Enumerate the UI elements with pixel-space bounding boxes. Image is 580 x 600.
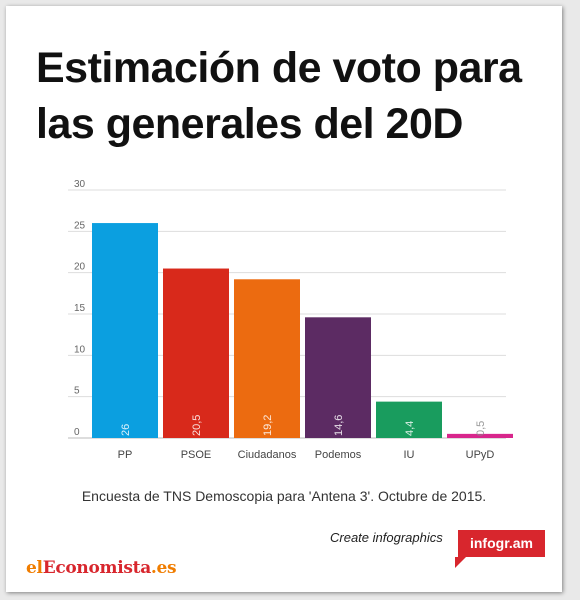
bar-upyd — [447, 433, 513, 438]
page-title: Estimación de voto para las generales de… — [36, 40, 556, 152]
bar-iu — [376, 401, 442, 438]
title-line-1: Estimación de voto para — [36, 44, 522, 92]
title-line-2: las generales del 20D — [36, 100, 463, 148]
bar-pp — [92, 223, 158, 438]
x-tick-label: PP — [118, 449, 133, 461]
y-tick-label: 25 — [74, 220, 86, 231]
data-label: 4,4 — [404, 421, 416, 436]
chart-caption: Encuesta de TNS Demoscopia para 'Antena … — [81, 488, 487, 504]
infographic-card: Estimación de voto para las generales de… — [6, 6, 562, 592]
y-tick-label: 30 — [74, 179, 86, 190]
y-tick-label: 20 — [74, 262, 86, 273]
logo-part-es: .es — [150, 558, 177, 578]
bar-ciudadanos — [234, 279, 300, 438]
y-tick-label: 10 — [74, 344, 86, 355]
x-tick-label: PSOE — [181, 449, 212, 461]
logo-part-el: el — [26, 558, 43, 578]
data-label: 19,2 — [262, 415, 274, 436]
data-label: 26 — [120, 424, 132, 436]
data-label: 0,5 — [475, 421, 487, 436]
logo-part-economista: Economista — [42, 558, 152, 578]
x-tick-label: Ciudadanos — [238, 449, 297, 461]
x-tick-label: IU — [404, 449, 415, 461]
data-label: 14,6 — [333, 415, 345, 436]
eleconomista-logo[interactable]: elEconomista.es — [26, 558, 177, 578]
data-label: 20,5 — [191, 415, 203, 436]
y-tick-label: 15 — [74, 303, 86, 314]
bar-podemos — [305, 317, 371, 438]
infogram-logo[interactable]: infogr.am — [458, 530, 545, 557]
y-tick-label: 5 — [74, 386, 80, 397]
infogram-logo-tail — [455, 557, 466, 568]
bar-psoe — [163, 268, 229, 438]
bar-chart: 0 5 10 15 20 25 30 26 PP 20,5 PSOE 19,2 Ciudadanos 14… — [68, 179, 513, 461]
create-infographics-link[interactable]: Create infographics — [330, 530, 443, 545]
y-tick-label: 0 — [74, 427, 80, 438]
x-tick-label: Podemos — [315, 449, 362, 461]
x-tick-label: UPyD — [466, 449, 495, 461]
